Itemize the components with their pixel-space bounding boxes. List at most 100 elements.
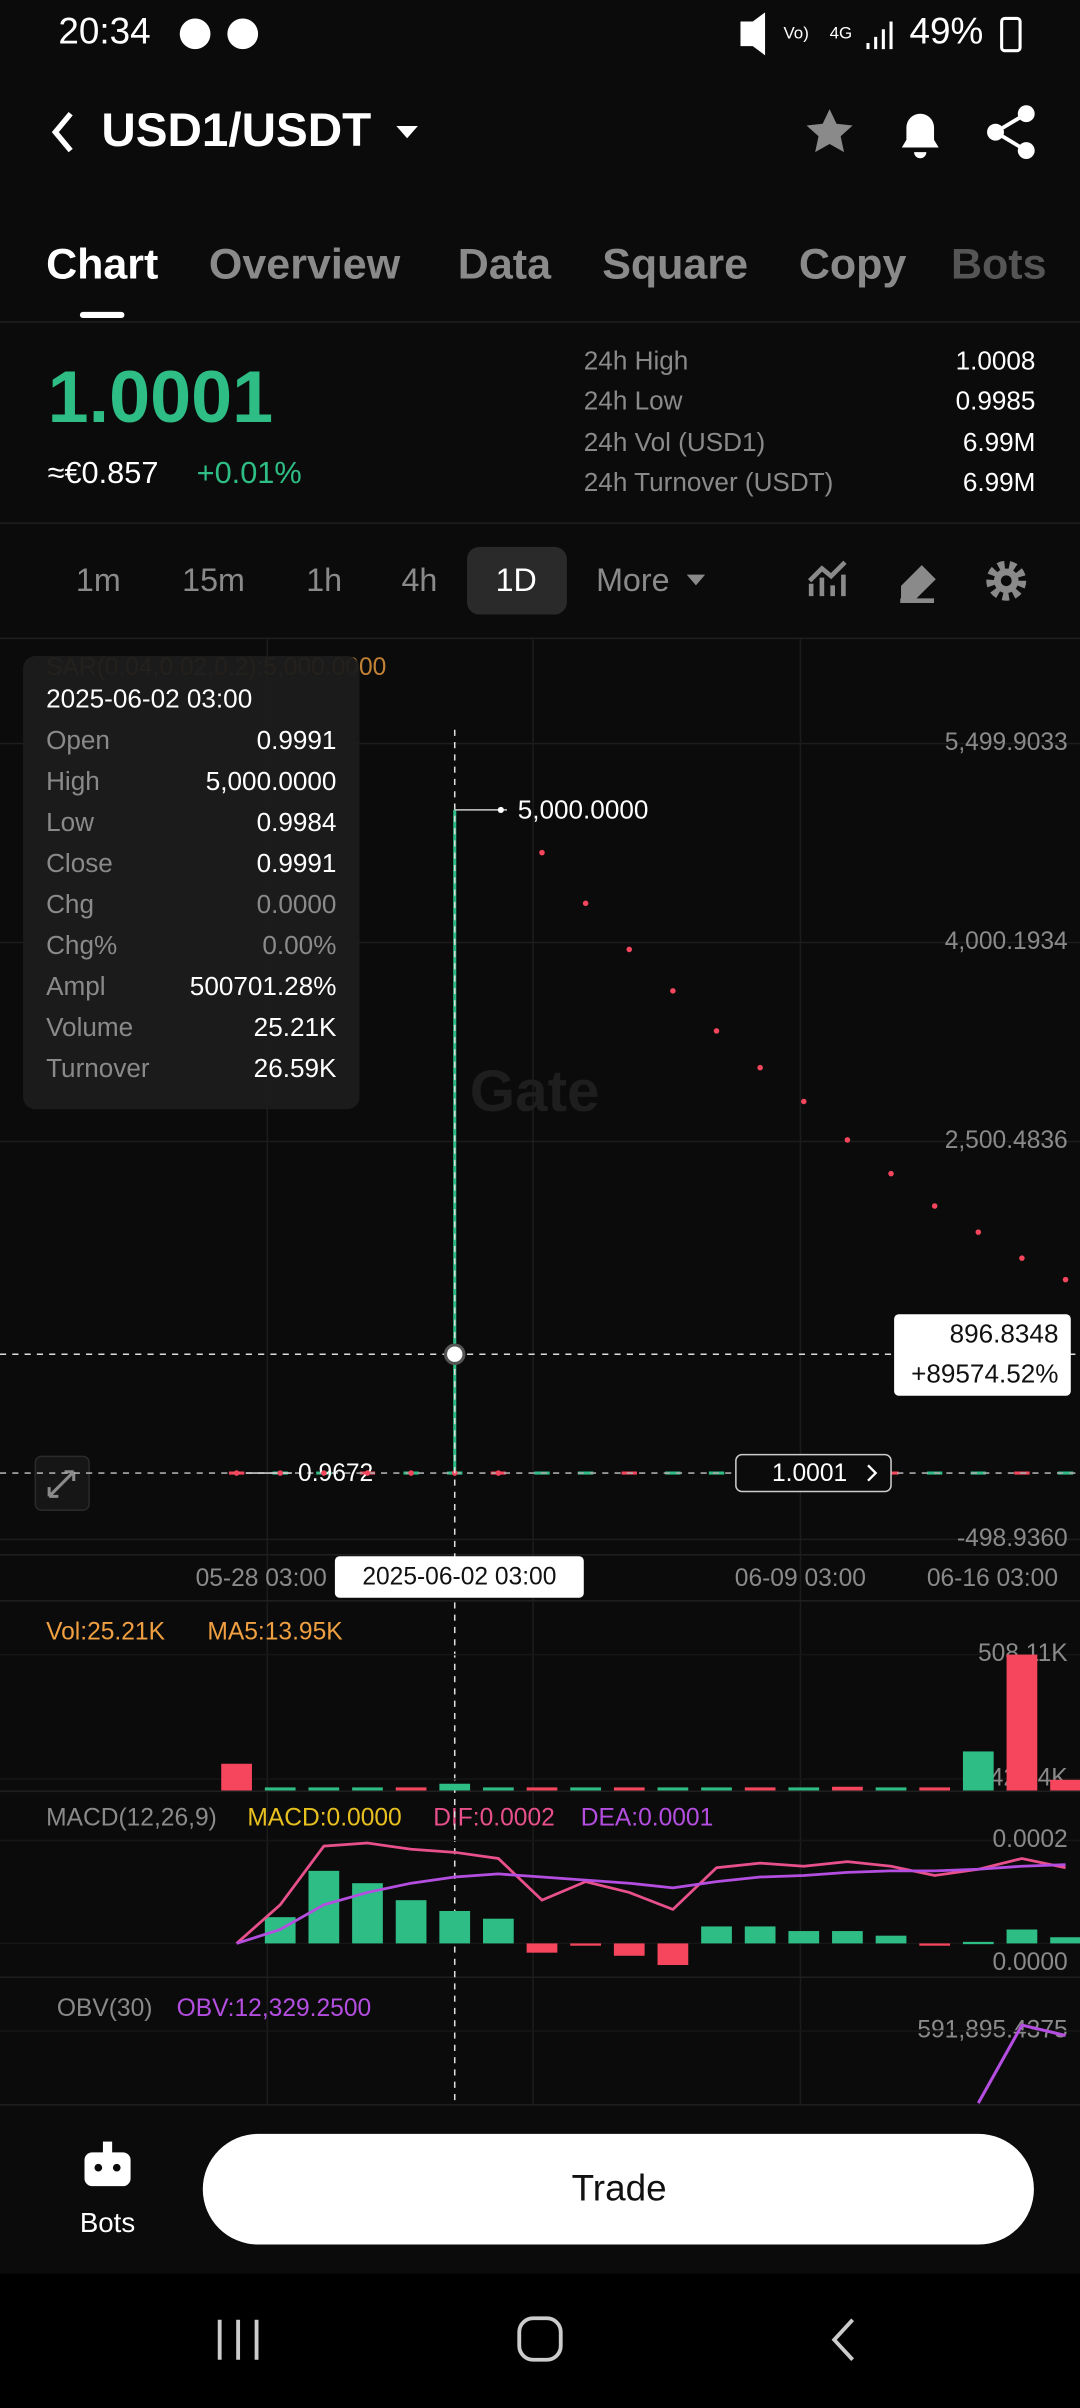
nav-home[interactable] (517, 2316, 563, 2362)
macd-bar (613, 1943, 645, 1956)
pair-dropdown[interactable] (396, 125, 418, 139)
stat-value: 6.99M (963, 427, 1036, 457)
network-icon: Vo) (783, 23, 808, 42)
stat-label: 24h High (584, 345, 689, 375)
sar-dot (233, 1470, 240, 1476)
sar-dot (408, 1470, 414, 1476)
macd-bar (483, 1918, 514, 1944)
share-button[interactable] (987, 105, 1035, 160)
macd-bar (1006, 1929, 1038, 1944)
dea-line (236, 1863, 1066, 1945)
min-marker-label: 0.9672 (298, 1460, 373, 1487)
obv-label: OBV(30) (57, 1995, 153, 2022)
settings-button[interactable] (986, 560, 1027, 601)
y-tick-label: 0.0000 (993, 1949, 1068, 1976)
volume-bar (352, 1787, 383, 1791)
trade-label[interactable]: Trade (572, 2167, 667, 2208)
stat-label: 24h Turnover (USDT) (584, 467, 834, 497)
macd-bar (788, 1931, 820, 1944)
tooltip-value: 0.9991 (257, 725, 337, 755)
sar-dot (539, 849, 545, 856)
tooltip-box (23, 656, 360, 1110)
sar-dot (495, 1470, 502, 1476)
tooltip-value: 25.21K (254, 1012, 337, 1042)
sar-dot (582, 900, 589, 907)
status-battery: 49% (909, 11, 983, 52)
stat-value: 0.9985 (956, 385, 1036, 415)
max-marker-dot (497, 806, 504, 813)
macd-label: MACD(12,26,9) (46, 1804, 217, 1831)
tab[interactable]: Copy (799, 241, 907, 289)
volume-bar (395, 1787, 427, 1791)
macd-bar (570, 1943, 601, 1946)
tab[interactable]: Data (458, 241, 552, 289)
tooltip-label: Open (46, 725, 110, 755)
watermark: Gate (470, 1059, 600, 1124)
volume-bar (483, 1787, 514, 1791)
favorite-button[interactable] (806, 109, 853, 153)
stat-value: 6.99M (963, 467, 1036, 497)
macd-bar (744, 1926, 776, 1944)
stat-value: 1.0008 (956, 345, 1036, 375)
alert-button[interactable] (901, 113, 939, 159)
nav-back[interactable] (831, 2318, 855, 2362)
macd-bar (526, 1943, 558, 1953)
volume-bar (744, 1787, 776, 1791)
sar-dot (801, 1098, 807, 1105)
bots-icon[interactable] (84, 2141, 131, 2187)
y-tick-label: 5,499.9033 (945, 729, 1068, 756)
tooltip-label: Close (46, 848, 113, 878)
crosshair-date: 2025-06-02 03:00 (362, 1563, 556, 1590)
sar-dot (1062, 1276, 1069, 1283)
volume-bar (1050, 1779, 1080, 1791)
signal-icon (866, 21, 893, 50)
status-icon (179, 18, 211, 50)
volume-bar (439, 1783, 471, 1791)
bots-label[interactable]: Bots (80, 2207, 135, 2238)
obv-line (976, 2023, 1066, 2104)
nav-recents[interactable] (217, 2319, 259, 2360)
tab[interactable]: Square (602, 241, 748, 289)
battery-icon (1000, 16, 1022, 53)
interval-active[interactable]: 1D (496, 562, 537, 598)
interval-more[interactable]: More (596, 562, 669, 598)
crosshair-value-box (894, 1314, 1071, 1396)
pair-title[interactable]: USD1/USDT (101, 104, 371, 157)
trade-button[interactable] (202, 2133, 1034, 2245)
interval[interactable]: 15m (182, 562, 245, 598)
tab-active[interactable]: Chart (46, 241, 158, 289)
expand-icon (47, 1470, 76, 1498)
status-icon (227, 18, 259, 50)
tooltip-value: 0.9991 (257, 848, 337, 878)
volume-bar (701, 1787, 732, 1791)
indicator-button[interactable] (807, 560, 847, 597)
x-tick-label: 05-28 03:00 (196, 1565, 327, 1592)
tooltip-value: 0.00% (262, 930, 336, 960)
draw-button[interactable] (900, 565, 936, 604)
y-tick-label: -498.9360 (957, 1525, 1068, 1552)
volume-bar (613, 1787, 645, 1791)
tooltip-value: 500701.28% (190, 971, 337, 1001)
macd-bar (308, 1870, 340, 1944)
macd-bar (395, 1900, 427, 1944)
macd-bar (832, 1931, 863, 1944)
tooltip-date: 2025-06-02 03:00 (46, 683, 252, 713)
y-tick-label: 0.0002 (993, 1826, 1068, 1853)
interval[interactable]: 4h (401, 562, 437, 598)
sar-dot (757, 1064, 763, 1071)
volume-bar (221, 1763, 252, 1791)
tab[interactable]: Overview (209, 241, 401, 289)
volume-bar (919, 1787, 951, 1791)
status-time: 20:34 (58, 11, 150, 52)
interval[interactable]: 1h (306, 562, 342, 598)
tooltip-label: Chg% (46, 930, 117, 960)
dif-line (235, 1841, 1066, 1945)
volume-bar (308, 1787, 340, 1791)
volume-label: Vol:25.21K (46, 1619, 166, 1646)
sar-dot (277, 1470, 283, 1476)
tab[interactable]: Bots (951, 241, 1047, 289)
back-button[interactable] (51, 111, 73, 153)
volume-bar (875, 1787, 907, 1791)
interval[interactable]: 1m (76, 562, 121, 598)
